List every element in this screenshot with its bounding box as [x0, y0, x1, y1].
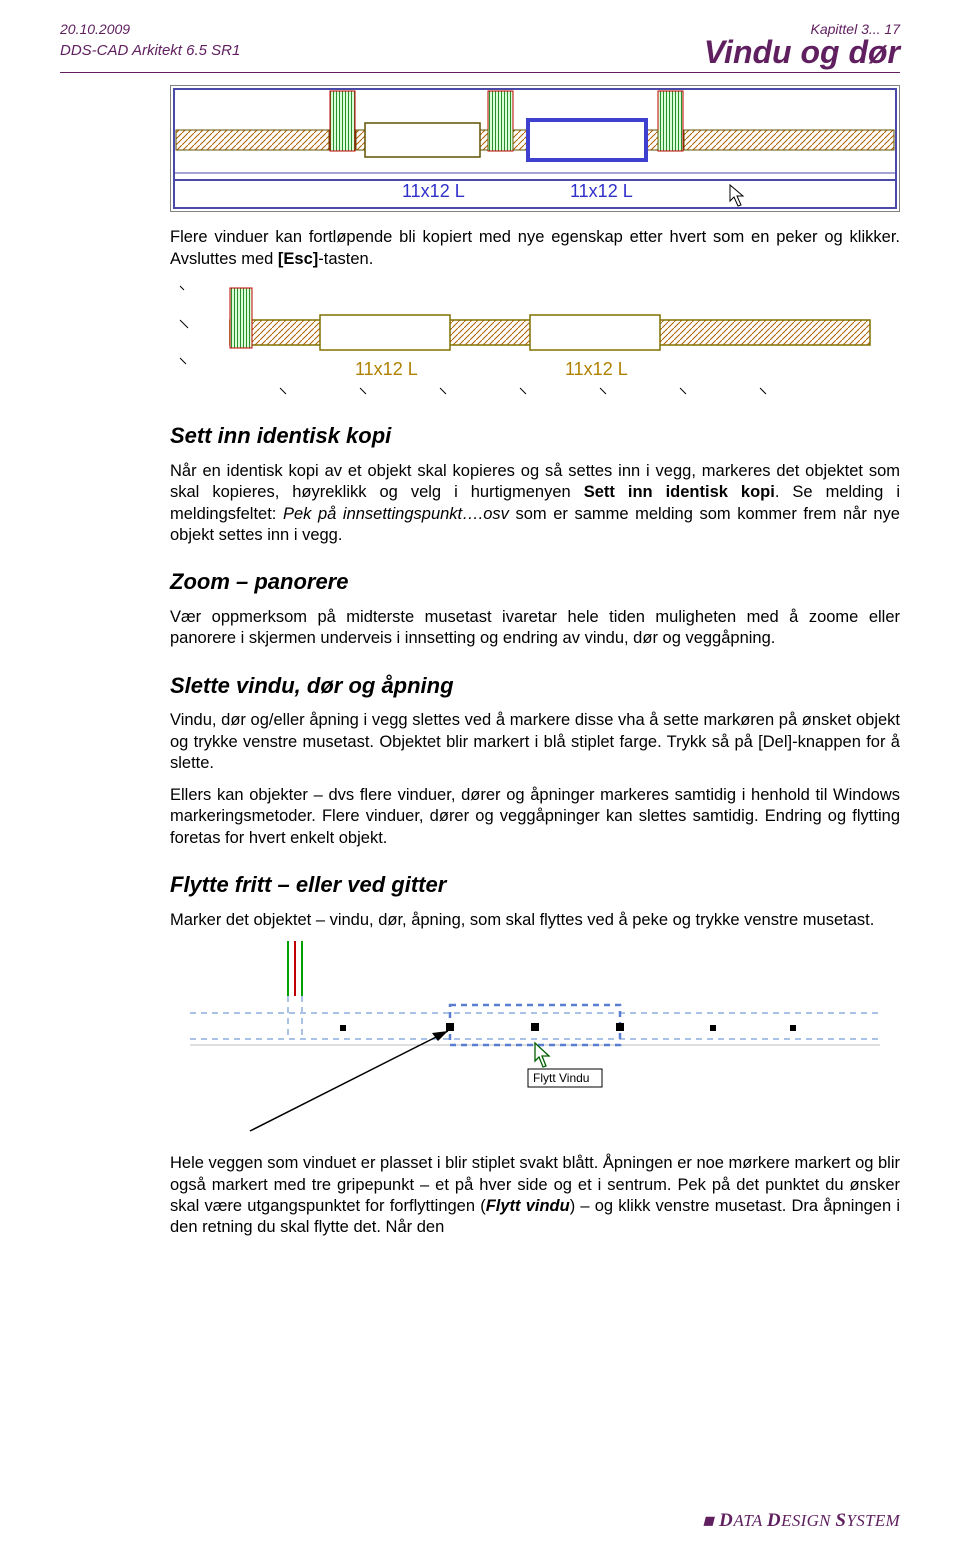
footer-square-icon: ◼	[703, 1514, 715, 1529]
document-page: 20.10.2009 DDS-CAD Arkitekt 6.5 SR1 Kapi…	[0, 0, 960, 1548]
figure-1: 11x12 L 11x12 L	[170, 85, 900, 215]
footer-brand: ◼ DATA DESIGN SYSTEM	[703, 1509, 900, 1534]
footer-d3: S	[835, 1510, 846, 1531]
content-column: 11x12 L 11x12 L Flere vinduer kan fortlø…	[60, 85, 900, 1239]
sec1-b1: Sett inn identisk kopi	[584, 483, 775, 501]
sec4-para: Marker det objektet – vindu, dør, åpning…	[170, 910, 900, 931]
p1-text-2: -tasten.	[318, 250, 373, 268]
heading-flytte: Flytte fritt – eller ved gitter	[170, 871, 900, 900]
header-product: DDS-CAD Arkitekt 6.5 SR1	[60, 41, 240, 61]
fig2-label-1: 11x12 L	[355, 359, 418, 379]
header-right: Kapittel 3... 17 Vindu og dør	[704, 20, 900, 68]
footer-b4: ESIGN	[781, 1511, 835, 1530]
fig1-label-2: 11x12 L	[570, 181, 633, 201]
heading-zoom: Zoom – panorere	[170, 568, 900, 597]
heading-slette: Slette vindu, dør og åpning	[170, 672, 900, 701]
sec1-i1: Pek på innsettingspunkt….osv	[283, 505, 509, 523]
p1-esc: [Esc]	[278, 250, 318, 268]
cad-figure-2: 11x12 L 11x12 L	[170, 280, 900, 400]
header-left: 20.10.2009 DDS-CAD Arkitekt 6.5 SR1	[60, 20, 240, 61]
sec3-para-1: Vindu, dør og/eller åpning i vegg slette…	[170, 710, 900, 774]
footer-d1: D	[719, 1510, 733, 1531]
sec3-para-2: Ellers kan objekter – dvs flere vinduer,…	[170, 785, 900, 849]
header-date: 20.10.2009	[60, 20, 240, 38]
figure-3: Flytt Vindu	[170, 941, 900, 1141]
figure-2: 11x12 L 11x12 L	[170, 280, 900, 400]
cad-figure-3: Flytt Vindu	[170, 941, 900, 1141]
page-header: 20.10.2009 DDS-CAD Arkitekt 6.5 SR1 Kapi…	[60, 20, 900, 73]
fig2-label-2: 11x12 L	[565, 359, 628, 379]
paragraph-1: Flere vinduer kan fortløpende bli kopier…	[170, 227, 900, 270]
paragraph-last: Hele veggen som vinduet er plasset i bli…	[170, 1153, 900, 1239]
tooltip-text: Flytt Vindu	[533, 1071, 589, 1085]
sec2-para: Vær oppmerksom på midterste musetast iva…	[170, 607, 900, 650]
sec1-para: Når en identisk kopi av et objekt skal k…	[170, 461, 900, 547]
footer-b2: ATA	[733, 1511, 766, 1530]
heading-identisk-kopi: Sett inn identisk kopi	[170, 422, 900, 451]
cad-figure-1: 11x12 L 11x12 L	[170, 85, 900, 215]
footer-d2: D	[767, 1510, 781, 1531]
footer-b6: YSTEM	[847, 1511, 900, 1530]
header-title: Vindu og dør	[704, 36, 900, 68]
p2-ib: Flytt vindu	[486, 1197, 570, 1215]
fig1-label-1: 11x12 L	[402, 181, 465, 201]
